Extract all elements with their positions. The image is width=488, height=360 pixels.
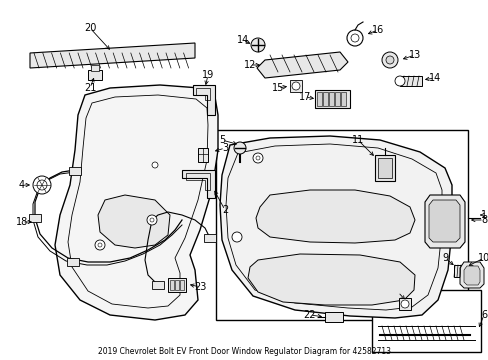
Polygon shape xyxy=(256,190,414,243)
Bar xyxy=(453,265,463,277)
Bar xyxy=(371,290,480,352)
Text: 14: 14 xyxy=(428,73,440,83)
Text: 10: 10 xyxy=(477,253,488,263)
Text: 7: 7 xyxy=(394,287,400,297)
Text: 19: 19 xyxy=(202,70,214,80)
Polygon shape xyxy=(424,195,464,248)
Polygon shape xyxy=(182,170,215,198)
Text: 15: 15 xyxy=(271,83,284,93)
Bar xyxy=(67,258,79,266)
Bar xyxy=(203,234,216,242)
Text: 9: 9 xyxy=(441,253,447,263)
Bar xyxy=(334,92,339,106)
Text: 23: 23 xyxy=(193,282,206,292)
Circle shape xyxy=(95,240,105,250)
Circle shape xyxy=(152,162,158,168)
Circle shape xyxy=(150,218,154,222)
Polygon shape xyxy=(220,136,451,318)
Bar xyxy=(168,278,185,292)
Circle shape xyxy=(350,34,358,42)
Text: 5: 5 xyxy=(219,135,224,145)
Bar xyxy=(152,281,163,289)
Text: 2: 2 xyxy=(222,205,228,215)
Circle shape xyxy=(252,153,263,163)
Circle shape xyxy=(256,156,260,160)
Polygon shape xyxy=(428,200,459,242)
Circle shape xyxy=(381,52,397,68)
Text: 22: 22 xyxy=(303,310,316,320)
Text: 20: 20 xyxy=(83,23,96,33)
Bar xyxy=(399,76,421,86)
Circle shape xyxy=(37,180,47,190)
Polygon shape xyxy=(459,262,483,288)
Circle shape xyxy=(234,142,245,154)
Bar xyxy=(289,80,302,92)
Bar xyxy=(88,70,102,80)
Text: 12: 12 xyxy=(244,60,256,70)
Bar xyxy=(216,130,467,320)
Circle shape xyxy=(231,232,242,242)
Circle shape xyxy=(147,215,157,225)
Text: 1: 1 xyxy=(480,210,486,220)
Text: 2019 Chevrolet Bolt EV Front Door Window Regulator Diagram for 42582713: 2019 Chevrolet Bolt EV Front Door Window… xyxy=(97,347,390,356)
Bar xyxy=(374,155,394,181)
Bar xyxy=(175,280,179,290)
Circle shape xyxy=(346,30,362,46)
Circle shape xyxy=(98,243,102,247)
Circle shape xyxy=(291,82,299,90)
Circle shape xyxy=(250,38,264,52)
Polygon shape xyxy=(463,266,479,285)
Bar xyxy=(314,90,349,108)
Bar xyxy=(377,158,391,178)
Text: 21: 21 xyxy=(83,83,96,93)
Circle shape xyxy=(385,56,393,64)
Bar xyxy=(340,92,346,106)
Text: 8: 8 xyxy=(480,215,486,225)
Polygon shape xyxy=(30,43,195,68)
Text: 16: 16 xyxy=(371,25,384,35)
Bar xyxy=(323,92,327,106)
Circle shape xyxy=(400,300,408,308)
Polygon shape xyxy=(193,85,215,115)
Polygon shape xyxy=(257,52,347,78)
Bar xyxy=(328,92,333,106)
Bar xyxy=(325,312,342,322)
Bar xyxy=(316,92,321,106)
Bar xyxy=(180,280,183,290)
Bar xyxy=(170,280,174,290)
Polygon shape xyxy=(55,85,218,320)
Circle shape xyxy=(33,176,51,194)
Bar xyxy=(69,167,81,175)
Circle shape xyxy=(394,76,404,86)
Text: 3: 3 xyxy=(222,143,227,153)
Text: 6: 6 xyxy=(480,310,486,320)
Polygon shape xyxy=(247,254,414,305)
Bar xyxy=(91,65,99,71)
Text: 14: 14 xyxy=(236,35,248,45)
Polygon shape xyxy=(98,195,170,248)
Text: 17: 17 xyxy=(298,92,310,102)
Text: 13: 13 xyxy=(408,50,420,60)
Text: 11: 11 xyxy=(351,135,364,145)
Bar xyxy=(398,298,410,310)
Text: 4: 4 xyxy=(19,180,25,190)
Bar xyxy=(29,214,41,222)
Text: 18: 18 xyxy=(16,217,28,227)
Bar xyxy=(198,148,207,162)
